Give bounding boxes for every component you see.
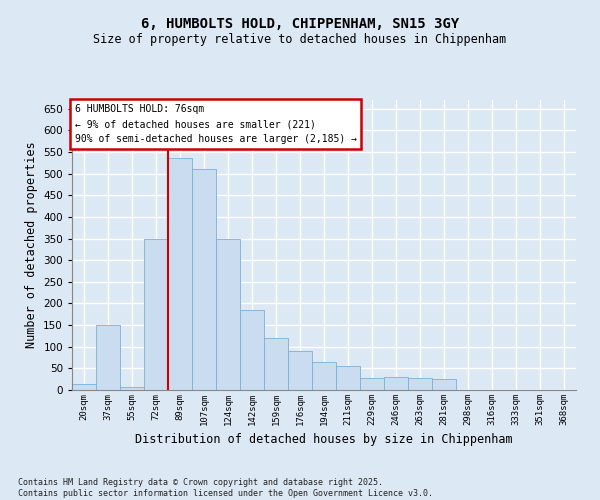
X-axis label: Distribution of detached houses by size in Chippenham: Distribution of detached houses by size … <box>135 434 513 446</box>
Text: 6, HUMBOLTS HOLD, CHIPPENHAM, SN15 3GY: 6, HUMBOLTS HOLD, CHIPPENHAM, SN15 3GY <box>141 18 459 32</box>
Bar <box>168 158 192 390</box>
Bar <box>264 338 288 390</box>
Text: Size of property relative to detached houses in Chippenham: Size of property relative to detached ho… <box>94 32 506 46</box>
Text: 6 HUMBOLTS HOLD: 76sqm
← 9% of detached houses are smaller (221)
90% of semi-det: 6 HUMBOLTS HOLD: 76sqm ← 9% of detached … <box>74 104 356 144</box>
Bar <box>240 310 264 390</box>
Bar <box>432 379 456 390</box>
Bar <box>144 238 168 390</box>
Bar <box>408 378 432 390</box>
Bar <box>72 384 96 390</box>
Bar <box>192 170 216 390</box>
Bar <box>312 362 336 390</box>
Bar <box>96 325 120 390</box>
Bar <box>384 377 408 390</box>
Bar <box>216 238 240 390</box>
Bar <box>120 386 144 390</box>
Bar <box>336 366 360 390</box>
Y-axis label: Number of detached properties: Number of detached properties <box>25 142 38 348</box>
Bar <box>360 378 384 390</box>
Text: Contains HM Land Registry data © Crown copyright and database right 2025.
Contai: Contains HM Land Registry data © Crown c… <box>18 478 433 498</box>
Bar <box>288 351 312 390</box>
